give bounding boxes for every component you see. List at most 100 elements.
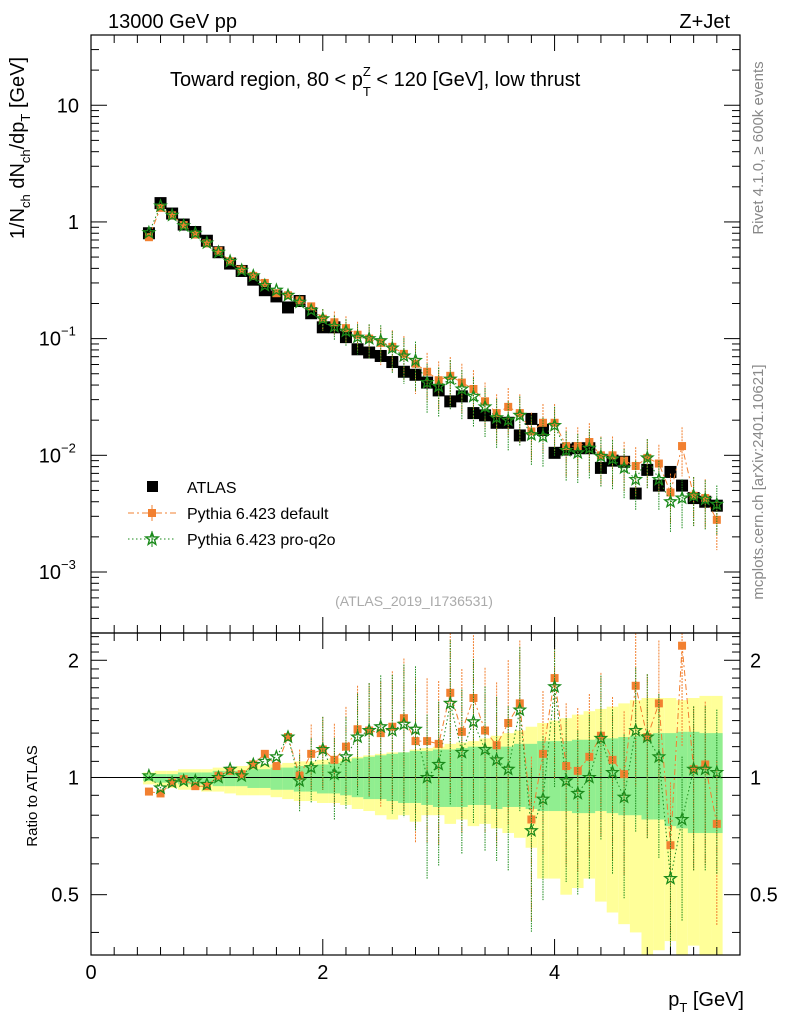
- pythia-proq2o-point: [222, 253, 238, 268]
- legend-default-marker: [148, 509, 156, 517]
- pythia-proq2o-line: [148, 205, 717, 505]
- pythia-proq2o-point: [361, 330, 377, 346]
- ratio-default-point: [249, 760, 258, 769]
- pythia-proq2o-point: [338, 323, 354, 338]
- pythia-proq2o-point: [489, 409, 505, 425]
- outer-uncertainty-band: [641, 698, 654, 955]
- ratio-default-point: [446, 688, 455, 697]
- x-axis-label-sub: T: [679, 1000, 687, 1015]
- pythia-proq2o-point: [616, 460, 632, 475]
- legend-atlas-label: ATLAS: [187, 480, 237, 497]
- pythia-default-point: [249, 271, 258, 280]
- ratio-proq2o-point: [315, 741, 331, 756]
- pythia-proq2o-point: [535, 428, 551, 443]
- ratio-y-tick-label-right: 2: [750, 650, 761, 672]
- ratio-default-point: [457, 727, 466, 736]
- ratio-default-point: [666, 841, 675, 850]
- ratio-proq2o-point: [489, 751, 505, 767]
- atlas-point: [282, 301, 295, 314]
- pythia-proq2o-point: [408, 352, 423, 367]
- ratio-default-point: [411, 737, 420, 746]
- legend-entry-pythia-default: Pythia 6.423 default: [128, 505, 329, 523]
- main-y-tick-label: 10−3: [39, 557, 76, 584]
- pythia-default-point: [214, 246, 223, 255]
- ratio-y-tick-label-right: 0.5: [750, 885, 778, 907]
- pythia-proq2o-point: [152, 198, 168, 213]
- ratio-default-point: [585, 752, 594, 761]
- ratio-proq2o-point: [268, 748, 284, 764]
- title-part-sup: Z: [363, 64, 371, 79]
- pythia-default-point: [295, 296, 304, 305]
- ratio-default-point: [272, 762, 281, 771]
- pythia-proq2o-point: [245, 268, 261, 283]
- inner-uncertainty-band: [595, 738, 607, 812]
- pythia-default-point: [712, 515, 721, 524]
- ratio-proq2o-point: [442, 695, 458, 710]
- ratio-default-point: [191, 782, 200, 791]
- pythia-proq2o-point: [292, 294, 308, 309]
- pythia-proq2o-point: [674, 490, 690, 505]
- pythia-proq2o-point: [234, 262, 250, 277]
- ratio-default-point: [214, 771, 223, 780]
- ratio-proq2o-point: [361, 722, 377, 737]
- main-y-tick-exponent: −3: [61, 557, 76, 572]
- x-tick-label: 0: [85, 962, 96, 984]
- pythia-proq2o-point: [164, 207, 180, 222]
- pythia-proq2o-point: [373, 332, 389, 348]
- main-y-tick-label: 10: [57, 95, 79, 117]
- inner-uncertainty-band: [316, 764, 329, 794]
- ratio-plot-frame: [90, 632, 741, 956]
- ratio-y-tick-label-left: 0.5: [51, 885, 79, 907]
- ratio-y-tick-label-right: 1: [750, 767, 761, 789]
- ratio-proq2o-point: [338, 748, 354, 764]
- ratio-proq2o-point: [384, 722, 400, 737]
- ratio-ticks: 0.5 0.5 1 1 2 2 0 2 4: [51, 633, 778, 984]
- pythia-proq2o-point: [709, 496, 725, 511]
- ratio-proq2o-point: [396, 716, 412, 731]
- ratio-proq2o-point: [581, 769, 597, 784]
- rivet-version-label: Rivet 4.1.0, ≥ 600k events: [750, 61, 767, 234]
- ratio-default-point: [144, 787, 153, 796]
- ratio-proq2o-point: [547, 678, 563, 694]
- pythia-default-point: [179, 221, 188, 230]
- legend-entry-atlas: ATLAS: [147, 480, 237, 497]
- main-data-points: [141, 197, 725, 551]
- pythia-proq2o-point: [697, 491, 713, 506]
- ratio-proq2o-point: [628, 722, 644, 737]
- inner-uncertainty-band: [154, 774, 167, 783]
- pythia-proq2o-point: [500, 412, 516, 427]
- pythia-default-point: [168, 211, 177, 220]
- ratio-proq2o-point: [164, 774, 180, 790]
- ratio-proq2o-point: [465, 713, 482, 729]
- ratio-proq2o-point: [570, 785, 586, 800]
- inner-uncertainty-band: [259, 769, 271, 788]
- pythia-proq2o-point: [315, 310, 331, 326]
- main-y-tick-exponent: −2: [61, 440, 76, 455]
- ratio-default-point: [388, 722, 397, 731]
- ratio-proq2o-point: [512, 702, 528, 717]
- ratio-y-tick-label-left: 2: [68, 650, 79, 672]
- ratio-proq2o-point: [199, 776, 215, 791]
- ratio-default-point: [168, 778, 177, 787]
- pythia-default-point: [260, 278, 269, 287]
- pythia-proq2o-point: [268, 282, 284, 297]
- ratio-proq2o-point: [535, 791, 551, 806]
- title-part-sub: T: [363, 84, 371, 99]
- pythia-proq2o-point: [651, 471, 667, 486]
- ratio-proq2o-point: [523, 822, 539, 837]
- ratio-proq2o-point: [663, 870, 679, 885]
- pythia-proq2o-point: [257, 277, 273, 292]
- pythia-proq2o-point: [384, 340, 400, 355]
- pythia-proq2o-point: [605, 451, 620, 466]
- ratio-data-points: [141, 633, 725, 955]
- pythia-proq2o-point: [512, 407, 528, 422]
- ratio-proq2o-point: [477, 741, 493, 756]
- main-y-ticks: 10 1 10−1 10−2 10−3: [39, 35, 741, 634]
- ratio-proq2o-point: [303, 759, 319, 775]
- ratio-proq2o-point: [431, 756, 447, 771]
- legend-default-label: Pythia 6.423 default: [187, 506, 329, 523]
- atlas-point: [479, 409, 492, 422]
- pythia-default-point: [365, 334, 374, 343]
- ratio-proq2o-point: [211, 769, 226, 784]
- pythia-proq2o-point: [187, 225, 203, 240]
